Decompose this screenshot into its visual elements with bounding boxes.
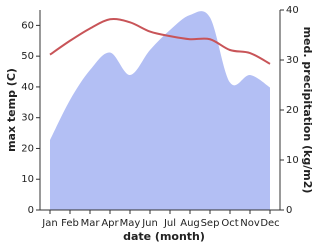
y-tick-label: 20	[21, 143, 34, 154]
y-tick-label: 0	[28, 205, 34, 216]
x-axis-label: date (month)	[123, 230, 205, 243]
x-tick-label: Nov	[240, 218, 260, 229]
x-tick-label: Feb	[61, 218, 79, 229]
y2-axis-label: med. precipitation (kg/m2)	[301, 27, 314, 194]
y2-tick-label: 10	[286, 155, 299, 166]
temp-line	[49, 17, 271, 65]
precipitation-area	[50, 11, 270, 211]
y2-tick-label: 0	[286, 205, 292, 216]
y2-tick-label: 40	[286, 5, 299, 16]
x-tick-label: Jun	[141, 218, 158, 229]
y2-tick-label: 20	[286, 105, 299, 116]
x-tick-label: Mar	[81, 218, 101, 229]
y-tick-label: 40	[21, 82, 34, 93]
x-tick-label: Apr	[101, 218, 119, 229]
x-tick-label: Dec	[260, 218, 279, 229]
x-tick-label: Jan	[41, 218, 57, 229]
x-tick-label: Oct	[221, 218, 238, 229]
x-tick-label: Jul	[163, 218, 176, 229]
y-axis-label: max temp (C)	[5, 68, 18, 152]
x-tick-label: Aug	[180, 218, 200, 229]
y-tick-label: 60	[21, 20, 34, 31]
y-tick-label: 30	[21, 113, 34, 124]
x-tick-label: Sep	[201, 218, 220, 229]
y-tick-label: 50	[21, 51, 34, 62]
x-tick-label: May	[120, 218, 141, 229]
y-tick-label: 10	[21, 174, 34, 185]
y2-tick-label: 30	[286, 55, 299, 66]
